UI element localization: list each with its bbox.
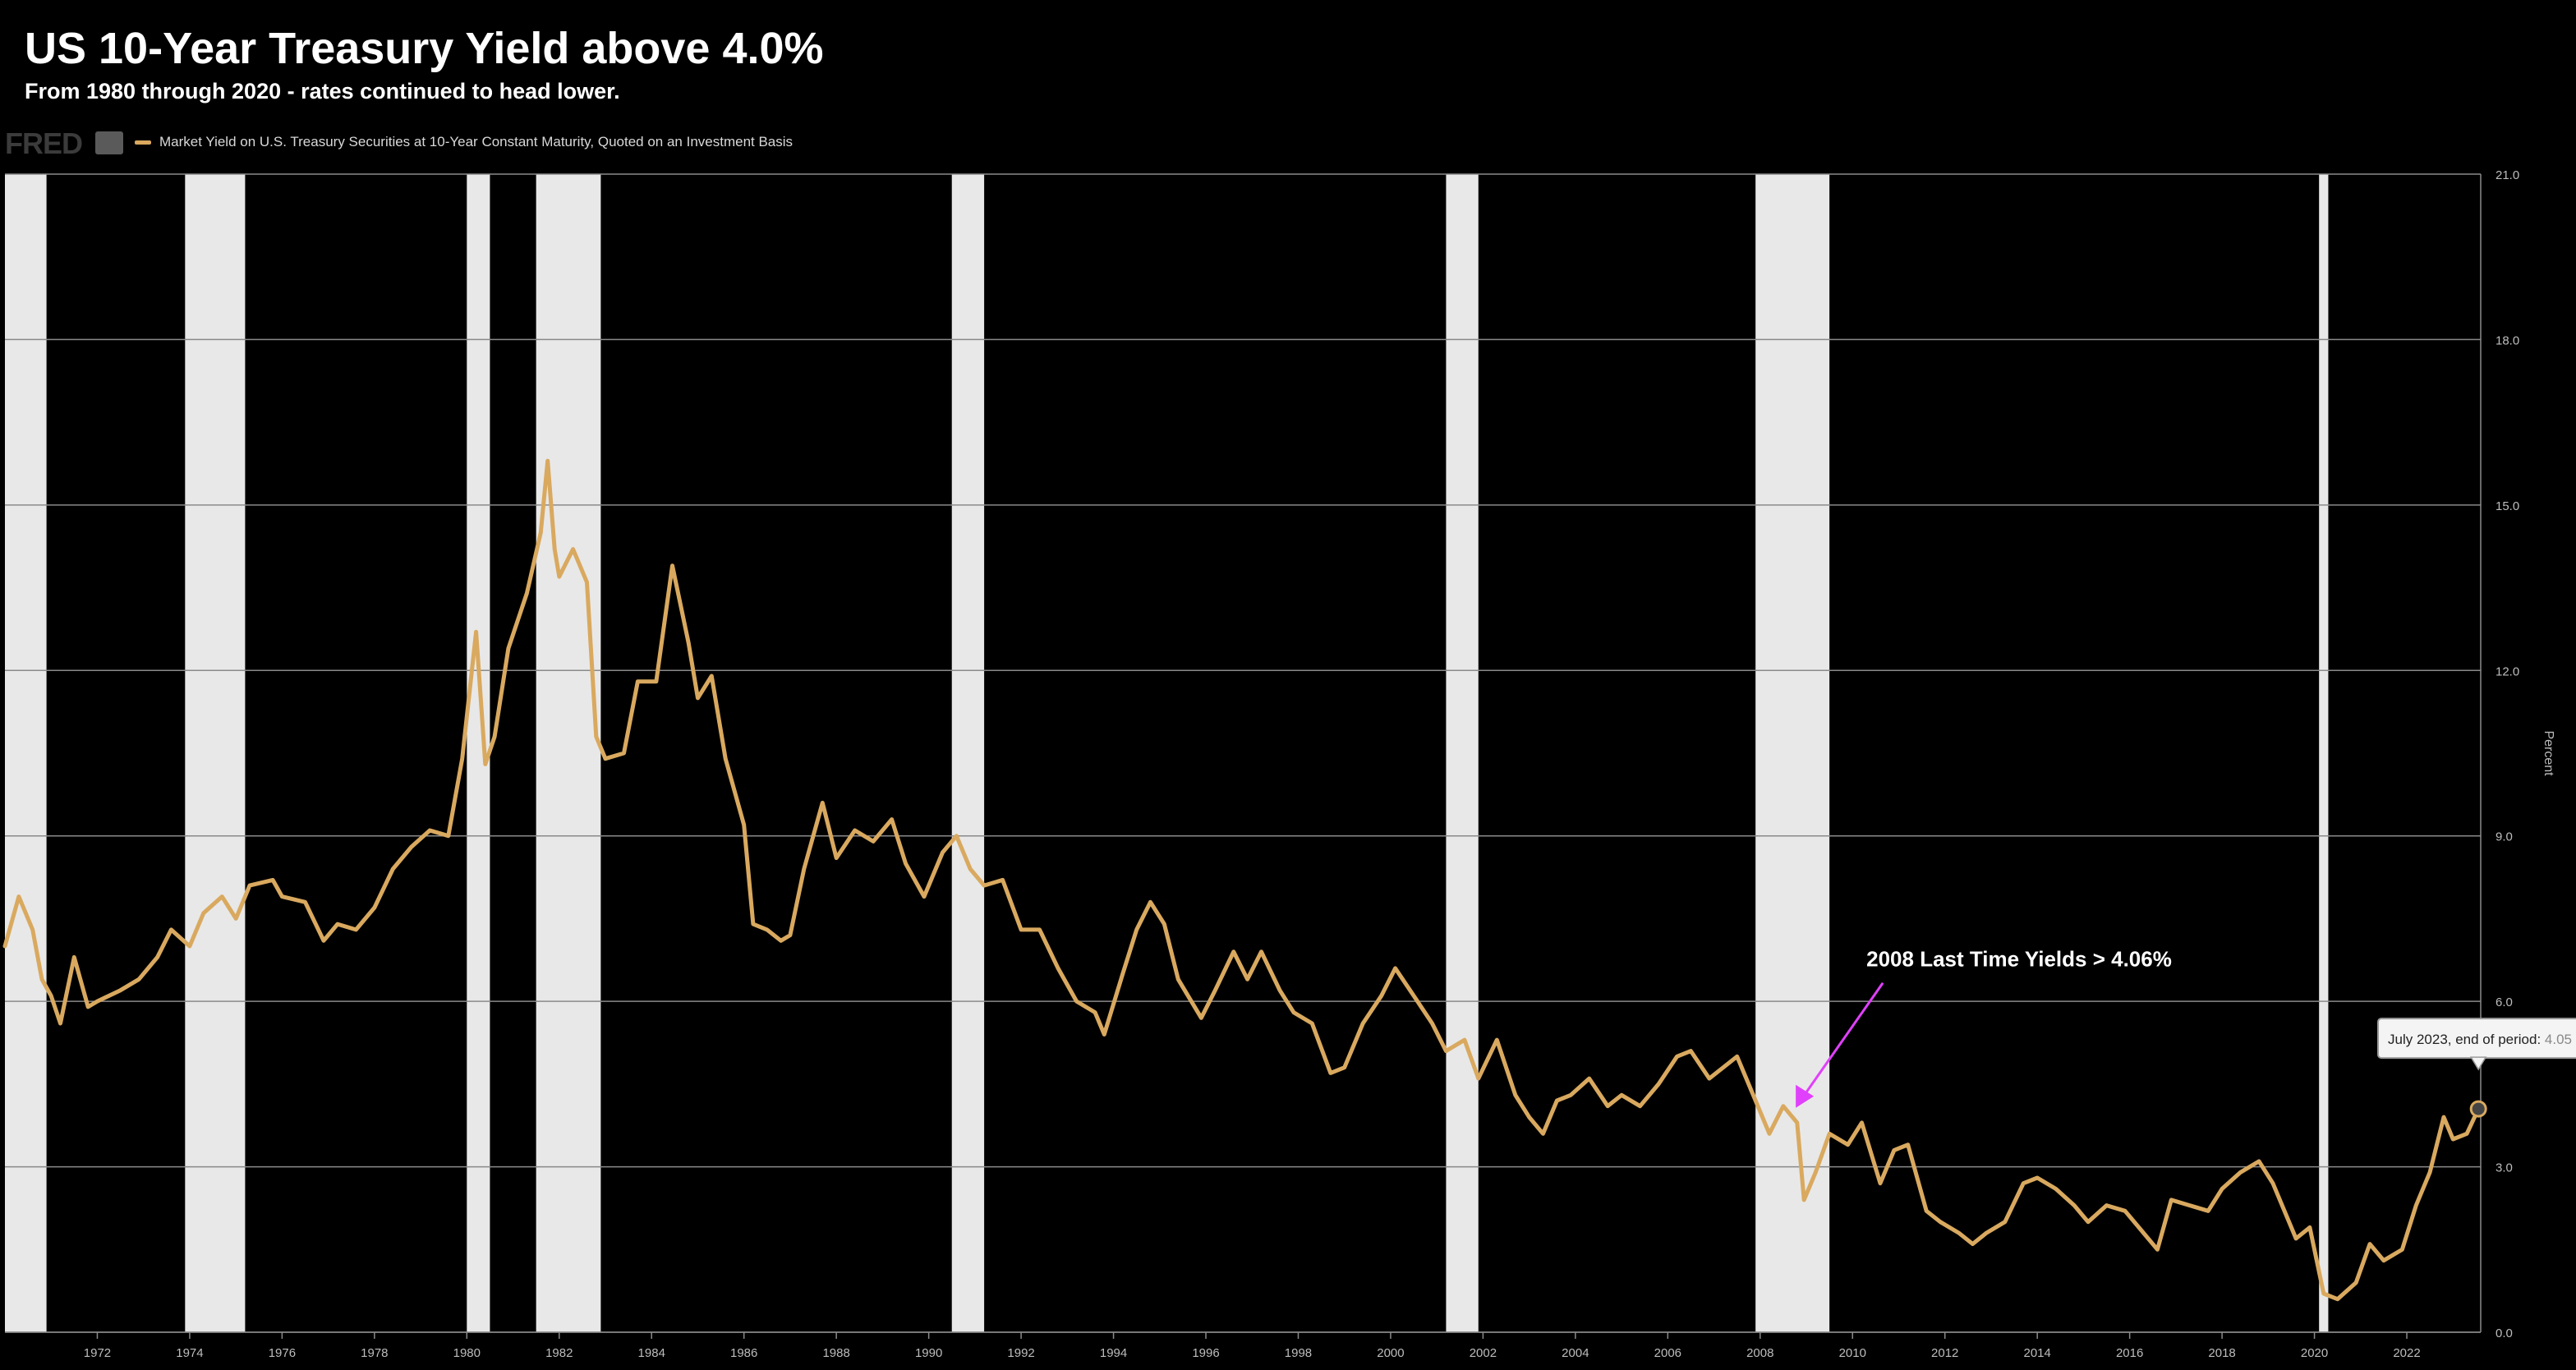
- axes: 0.0 3.0 6.0 9.0 12.0 15.0 18.0 21.0 1972 1974 1976…: [5, 168, 2555, 1360]
- grid-lines: [5, 173, 2481, 1333]
- legend-label: Market Yield on U.S. Treasury Securities…: [159, 134, 794, 149]
- y-tick-label: 12.0: [2496, 664, 2519, 678]
- annotation-text: 2008 Last Time Yields > 4.06%: [1866, 947, 2172, 972]
- x-tick-label: 1988: [822, 1346, 849, 1360]
- legend: Market Yield on U.S. Treasury Securities…: [135, 134, 793, 150]
- page-subtitle: From 1980 through 2020 - rates continued…: [25, 79, 620, 103]
- y-axis-label: Percent: [2542, 730, 2555, 776]
- hover-marker[interactable]: [2469, 1100, 2487, 1118]
- x-tick-label: 2012: [1931, 1346, 1958, 1360]
- tooltip-text: July 2023, end of period: 4.05: [2388, 1032, 2572, 1047]
- x-tick-label: 2010: [1839, 1346, 1866, 1360]
- recession-band-3: [536, 174, 601, 1332]
- x-tick-label: 2020: [2301, 1346, 2328, 1360]
- recession-band-0: [5, 174, 47, 1332]
- page-title: US 10-Year Treasury Yield above 4.0%: [25, 24, 824, 73]
- annotation-arrow: [1801, 982, 1884, 1099]
- recession-band-7: [2319, 174, 2329, 1332]
- x-tick-label: 2016: [2116, 1346, 2143, 1360]
- y-tick-label: 6.0: [2496, 995, 2513, 1009]
- x-tick-label: 1996: [1192, 1346, 1219, 1360]
- x-tick-label: 2006: [1654, 1346, 1681, 1360]
- x-tick-label: 1974: [176, 1346, 203, 1360]
- x-tick-label: 2008: [1746, 1346, 1773, 1360]
- annotation-arrowhead: [1796, 1084, 1815, 1108]
- recession-bands: [5, 174, 2329, 1332]
- y-tick-label: 18.0: [2496, 333, 2519, 347]
- x-tick-label: 1976: [269, 1346, 296, 1360]
- x-tick-label: 2018: [2208, 1346, 2235, 1360]
- tooltip-pointer: [2469, 1056, 2487, 1071]
- y-tick-label: 9.0: [2496, 830, 2513, 844]
- recession-band-4: [951, 174, 985, 1332]
- x-tick-label: 1990: [915, 1346, 942, 1360]
- x-tick-label: 1992: [1007, 1346, 1034, 1360]
- chart-icon[interactable]: [95, 131, 123, 154]
- x-tick-label: 2022: [2393, 1346, 2420, 1360]
- fred-logo[interactable]: FRED: [5, 126, 83, 160]
- x-tick-label: 1978: [361, 1346, 388, 1360]
- y-tick-label: 21.0: [2496, 168, 2519, 182]
- x-tick-label: 1980: [453, 1346, 481, 1360]
- x-tick-label: 1986: [730, 1346, 757, 1360]
- recession-band-1: [185, 174, 246, 1332]
- y-tick-label: 3.0: [2496, 1161, 2513, 1175]
- x-tick-label: 2004: [1562, 1346, 1589, 1360]
- tooltip-label: July 2023, end of period:: [2388, 1032, 2545, 1047]
- y-tick-label: 15.0: [2496, 499, 2519, 513]
- y-tick-label: 0.0: [2496, 1326, 2513, 1340]
- annotation-layer: 2008 Last Time Yields > 4.06% July 2023, …: [1796, 947, 2576, 1118]
- recession-band-6: [1755, 174, 1830, 1332]
- recession-band-5: [1446, 174, 1479, 1332]
- x-tick-label: 1972: [84, 1346, 111, 1360]
- legend-swatch: [135, 140, 151, 145]
- series-layer: [2, 458, 2481, 1302]
- tooltip-value: 4.05: [2545, 1032, 2572, 1047]
- x-tick-label: 2000: [1377, 1346, 1404, 1360]
- x-tick-label: 1998: [1285, 1346, 1312, 1360]
- x-tick-label: 1994: [1100, 1346, 1127, 1360]
- x-tick-label: 1982: [545, 1346, 573, 1360]
- series-line-0: [2, 458, 2481, 1302]
- x-tick-label: 2014: [2023, 1346, 2050, 1360]
- x-tick-label: 2002: [1470, 1346, 1497, 1360]
- x-tick-label: 1984: [638, 1346, 665, 1360]
